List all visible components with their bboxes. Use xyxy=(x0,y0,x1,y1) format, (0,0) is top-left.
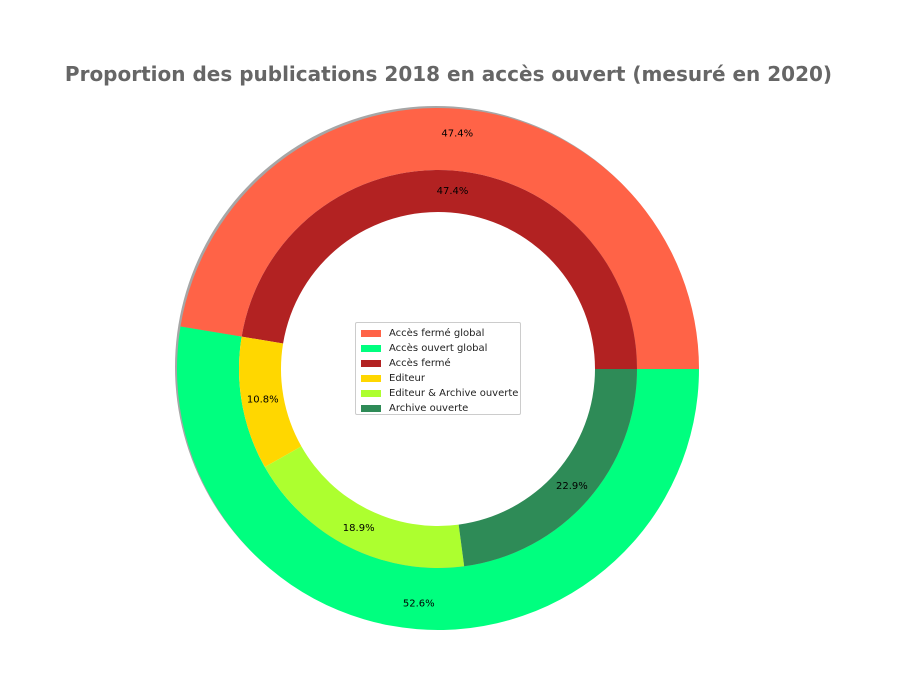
legend-label: Accès ouvert global xyxy=(389,343,488,354)
slice-editeur-archive-ouverte xyxy=(264,446,465,568)
legend-item-acces-ouvert-global: Accès ouvert global xyxy=(361,341,515,356)
legend: Accès fermé global Accès ouvert global A… xyxy=(355,322,521,415)
legend-label: Editeur xyxy=(389,373,425,384)
slice-acces-ouvert-global xyxy=(177,326,700,630)
legend-item-editeur: Editeur xyxy=(361,371,515,386)
legend-label: Archive ouverte xyxy=(389,403,469,414)
legend-item-acces-ferme-global: Accès fermé global xyxy=(361,326,515,341)
legend-label: Editeur & Archive ouverte xyxy=(389,388,519,399)
legend-swatch xyxy=(361,345,381,352)
slice-label-acces-ferme: 47.4% xyxy=(437,186,469,197)
slice-acces-ferme xyxy=(241,169,638,369)
slice-label-acces-ouvert-global: 52.6% xyxy=(403,599,435,610)
slice-label-acces-ferme-global: 47.4% xyxy=(441,128,473,139)
slice-editeur xyxy=(238,336,302,468)
legend-item-archive-ouverte: Archive ouverte xyxy=(361,401,515,416)
chart-title: Proportion des publications 2018 en accè… xyxy=(64,62,833,86)
legend-label: Accès fermé xyxy=(389,358,451,369)
legend-swatch xyxy=(361,330,381,337)
outer-ring xyxy=(177,107,700,630)
slice-acces-ferme-global xyxy=(180,107,699,370)
slice-label-editeur: 10.8% xyxy=(247,395,279,406)
legend-swatch xyxy=(361,390,381,397)
legend-item-editeur-archive-ouverte: Editeur & Archive ouverte xyxy=(361,386,519,401)
slice-label-archive-ouverte: 22.9% xyxy=(556,481,588,492)
legend-label: Accès fermé global xyxy=(389,328,485,339)
legend-item-acces-ferme: Accès fermé xyxy=(361,356,515,371)
legend-swatch xyxy=(361,360,381,367)
slice-archive-ouverte xyxy=(458,369,637,567)
inner-ring xyxy=(238,169,638,568)
legend-swatch xyxy=(361,405,381,412)
slice-label-editeur-archive-ouverte: 18.9% xyxy=(343,523,375,534)
legend-swatch xyxy=(361,375,381,382)
slice-labels: 47.4% 52.6% 47.4% 10.8% 18.9% 22.9% xyxy=(247,128,588,609)
